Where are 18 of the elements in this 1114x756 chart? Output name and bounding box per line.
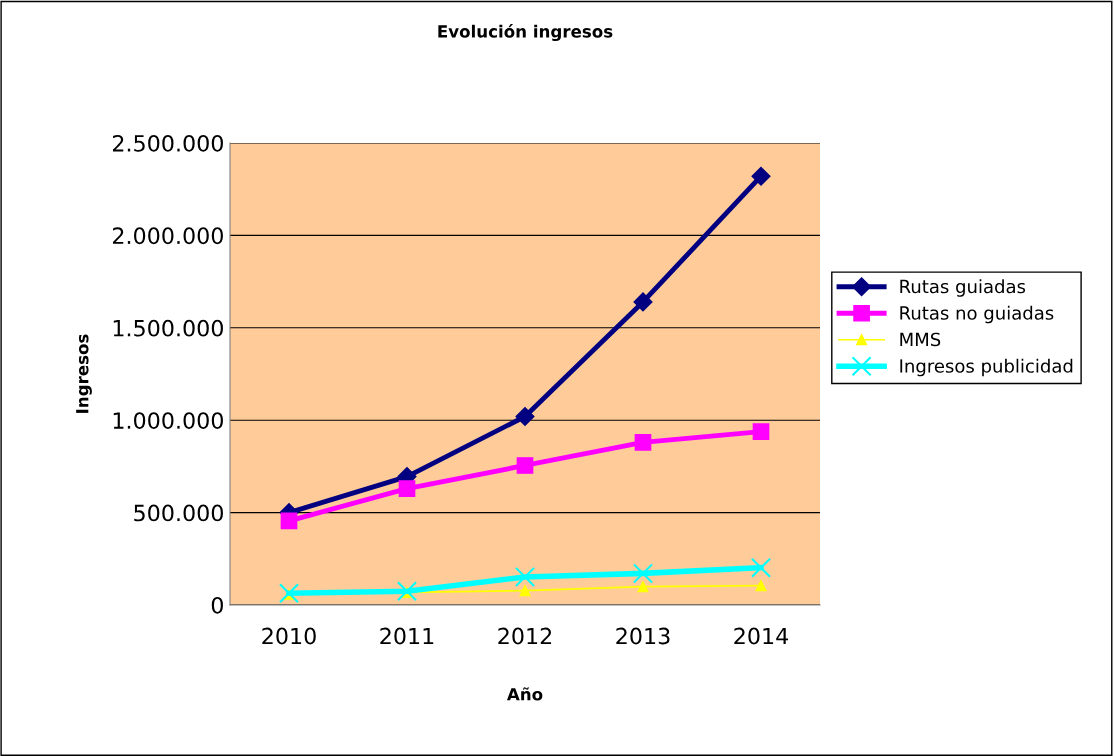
legend-label: Rutas guiadas xyxy=(900,279,1026,297)
y-tick-label: 1.000.000 xyxy=(113,412,223,429)
legend-label: Ingresos publicidad xyxy=(900,358,1073,377)
x-tick-label: 2014 xyxy=(734,627,789,645)
x-tick-label: 2010 xyxy=(262,627,316,645)
y-tick-label: 0 xyxy=(211,596,223,614)
y-tick-label: 1.500.000 xyxy=(113,319,223,337)
legend-label: MMS xyxy=(900,332,941,347)
y-tick-label: 500.000 xyxy=(134,504,223,522)
x-tick-label: 2012 xyxy=(498,627,552,645)
legend-label: Rutas no guiadas xyxy=(900,305,1054,324)
x-axis-title: Año xyxy=(506,687,543,701)
x-tick-label: 2011 xyxy=(380,627,434,645)
y-axis-title: Ingresos xyxy=(76,334,92,413)
y-tick-label: 2.500.000 xyxy=(112,134,223,152)
chart-title: Evolución ingresos xyxy=(438,24,613,42)
x-tick-label: 2013 xyxy=(616,627,670,645)
y-tick-label: 2.000.000 xyxy=(112,227,223,245)
